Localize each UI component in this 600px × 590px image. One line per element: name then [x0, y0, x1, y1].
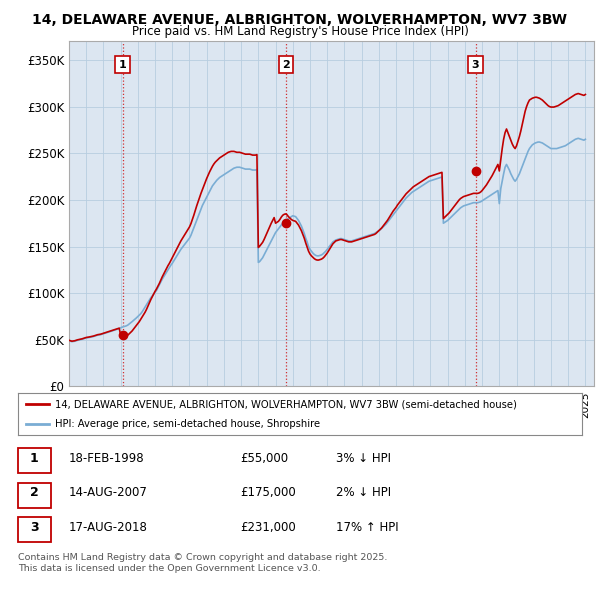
Text: Price paid vs. HM Land Registry's House Price Index (HPI): Price paid vs. HM Land Registry's House …: [131, 25, 469, 38]
Text: 14, DELAWARE AVENUE, ALBRIGHTON, WOLVERHAMPTON, WV7 3BW: 14, DELAWARE AVENUE, ALBRIGHTON, WOLVERH…: [32, 13, 568, 27]
FancyBboxPatch shape: [18, 448, 51, 473]
Text: Contains HM Land Registry data © Crown copyright and database right 2025.
This d: Contains HM Land Registry data © Crown c…: [18, 553, 388, 573]
FancyBboxPatch shape: [18, 483, 51, 508]
Text: 1: 1: [119, 60, 127, 70]
Text: HPI: Average price, semi-detached house, Shropshire: HPI: Average price, semi-detached house,…: [55, 419, 320, 429]
Text: 2: 2: [30, 487, 38, 500]
Text: 17-AUG-2018: 17-AUG-2018: [69, 521, 148, 534]
Text: 1: 1: [30, 452, 38, 465]
Text: £231,000: £231,000: [240, 521, 296, 534]
Text: 3: 3: [472, 60, 479, 70]
FancyBboxPatch shape: [18, 517, 51, 542]
Text: 2% ↓ HPI: 2% ↓ HPI: [336, 487, 391, 500]
Text: £55,000: £55,000: [240, 452, 288, 465]
Text: 2: 2: [283, 60, 290, 70]
Text: 17% ↑ HPI: 17% ↑ HPI: [336, 521, 398, 534]
Text: 18-FEB-1998: 18-FEB-1998: [69, 452, 145, 465]
Text: 14-AUG-2007: 14-AUG-2007: [69, 487, 148, 500]
Text: 14, DELAWARE AVENUE, ALBRIGHTON, WOLVERHAMPTON, WV7 3BW (semi-detached house): 14, DELAWARE AVENUE, ALBRIGHTON, WOLVERH…: [55, 399, 517, 409]
Text: 3: 3: [30, 521, 38, 534]
Text: 3% ↓ HPI: 3% ↓ HPI: [336, 452, 391, 465]
Text: £175,000: £175,000: [240, 487, 296, 500]
